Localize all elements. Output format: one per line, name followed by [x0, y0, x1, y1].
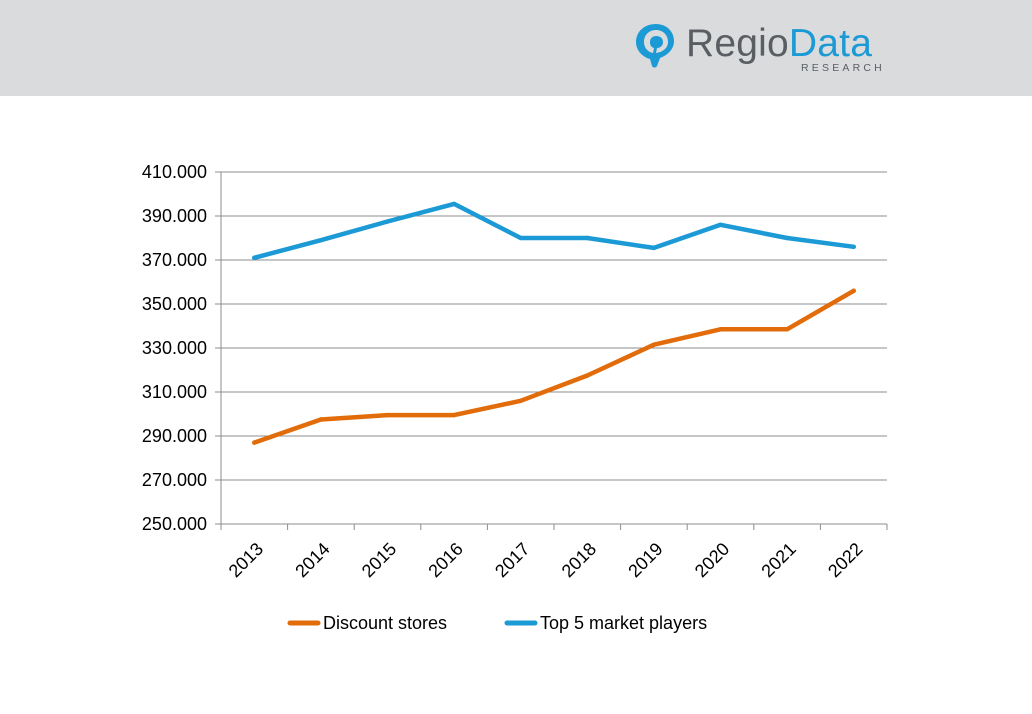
- x-tick-label: 2018: [558, 539, 600, 581]
- brand-name-data: Data: [788, 22, 873, 65]
- y-axis-ticks: 250.000 270.000 290.000 310.000 330.000 350.0…: [142, 162, 221, 534]
- data-point: [718, 222, 723, 227]
- series-line-1: [252, 288, 856, 445]
- x-axis-ticks: 2013 2014 2015 2016 2017 2018 2019 2020 2021 2022: [220, 524, 888, 581]
- line-chart: 250.000 270.000 290.000 310.000 330.000 350.0…: [142, 162, 888, 633]
- header-bar: RegioData RESEARCH: [0, 0, 1032, 96]
- x-tick-label: 2014: [291, 539, 333, 581]
- y-tick-label: 390.000: [142, 206, 207, 226]
- data-point: [585, 235, 590, 241]
- data-point: [451, 201, 457, 207]
- data-point: [252, 440, 257, 445]
- y-tick-label: 330.000: [142, 338, 207, 358]
- data-point: [851, 244, 856, 249]
- series-line-2: [252, 201, 856, 261]
- data-point: [318, 417, 324, 422]
- regiodata-logo[interactable]: RegioData RESEARCH: [632, 20, 912, 76]
- legend: Discount stores Top 5 market players: [287, 613, 707, 633]
- brand-tagline: RESEARCH: [801, 62, 885, 74]
- x-tick-label: 2013: [225, 539, 267, 581]
- y-tick-label: 310.000: [142, 382, 207, 402]
- x-tick-label: 2020: [691, 539, 733, 581]
- gridlines: [221, 171, 887, 481]
- y-tick-label: 350.000: [142, 294, 207, 314]
- data-point: [718, 327, 723, 332]
- legend-label: Discount stores: [323, 613, 447, 633]
- y-tick-label: 290.000: [142, 426, 207, 446]
- data-point: [385, 219, 390, 224]
- y-tick-label: 270.000: [142, 470, 207, 490]
- x-tick-label: 2016: [424, 539, 466, 581]
- brand-name-regio: Regio: [686, 22, 789, 65]
- data-point: [518, 398, 523, 403]
- x-tick-label: 2015: [358, 539, 400, 581]
- data-point: [585, 373, 590, 378]
- x-tick-label: 2019: [624, 539, 666, 581]
- x-tick-label: 2017: [491, 539, 533, 581]
- legend-label: Top 5 market players: [540, 613, 707, 633]
- series-lines: [252, 201, 856, 445]
- data-point: [518, 235, 523, 241]
- data-point: [651, 245, 657, 251]
- data-point: [784, 235, 790, 241]
- brand-name: RegioData: [686, 22, 872, 66]
- x-tick-label: 2021: [757, 539, 799, 581]
- y-tick-label: 250.000: [142, 514, 207, 534]
- data-point: [851, 288, 856, 293]
- x-tick-label: 2022: [824, 539, 866, 581]
- y-tick-label: 410.000: [142, 162, 207, 182]
- data-point: [451, 412, 457, 418]
- y-tick-label: 370.000: [142, 250, 207, 270]
- data-point: [651, 342, 657, 347]
- map-pin-icon: [636, 24, 674, 68]
- data-point: [784, 327, 790, 332]
- data-point: [385, 412, 390, 418]
- data-point: [318, 238, 324, 243]
- data-point: [252, 255, 257, 260]
